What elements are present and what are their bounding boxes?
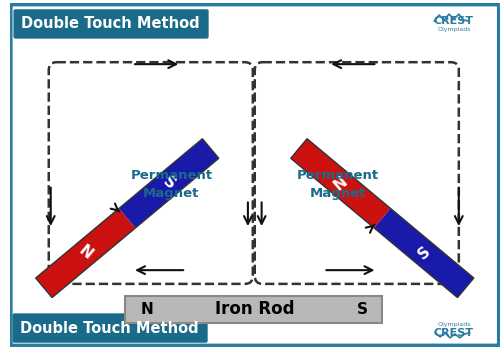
- Text: Double Touch Method: Double Touch Method: [21, 16, 200, 32]
- Text: Iron Rod: Iron Rod: [215, 300, 294, 318]
- Text: S: S: [415, 244, 433, 262]
- Polygon shape: [119, 139, 219, 228]
- FancyBboxPatch shape: [126, 296, 382, 323]
- Text: CREST: CREST: [434, 328, 474, 338]
- Text: N: N: [331, 174, 350, 193]
- Text: CREST: CREST: [434, 16, 474, 26]
- Text: Olympiads: Olympiads: [437, 322, 470, 327]
- FancyBboxPatch shape: [14, 9, 208, 38]
- Polygon shape: [36, 208, 136, 298]
- FancyBboxPatch shape: [12, 313, 207, 343]
- Text: Permanent
Magnet: Permanent Magnet: [130, 169, 212, 200]
- Text: N: N: [140, 302, 153, 317]
- FancyBboxPatch shape: [10, 4, 499, 346]
- Text: Permanent
Magnet: Permanent Magnet: [297, 169, 379, 200]
- Text: S: S: [357, 302, 368, 317]
- Polygon shape: [374, 208, 474, 298]
- Polygon shape: [290, 139, 390, 228]
- Text: Double Touch Method: Double Touch Method: [20, 321, 199, 336]
- Text: S: S: [160, 174, 178, 192]
- Text: N: N: [76, 243, 95, 263]
- Text: Olympiads: Olympiads: [437, 27, 470, 32]
